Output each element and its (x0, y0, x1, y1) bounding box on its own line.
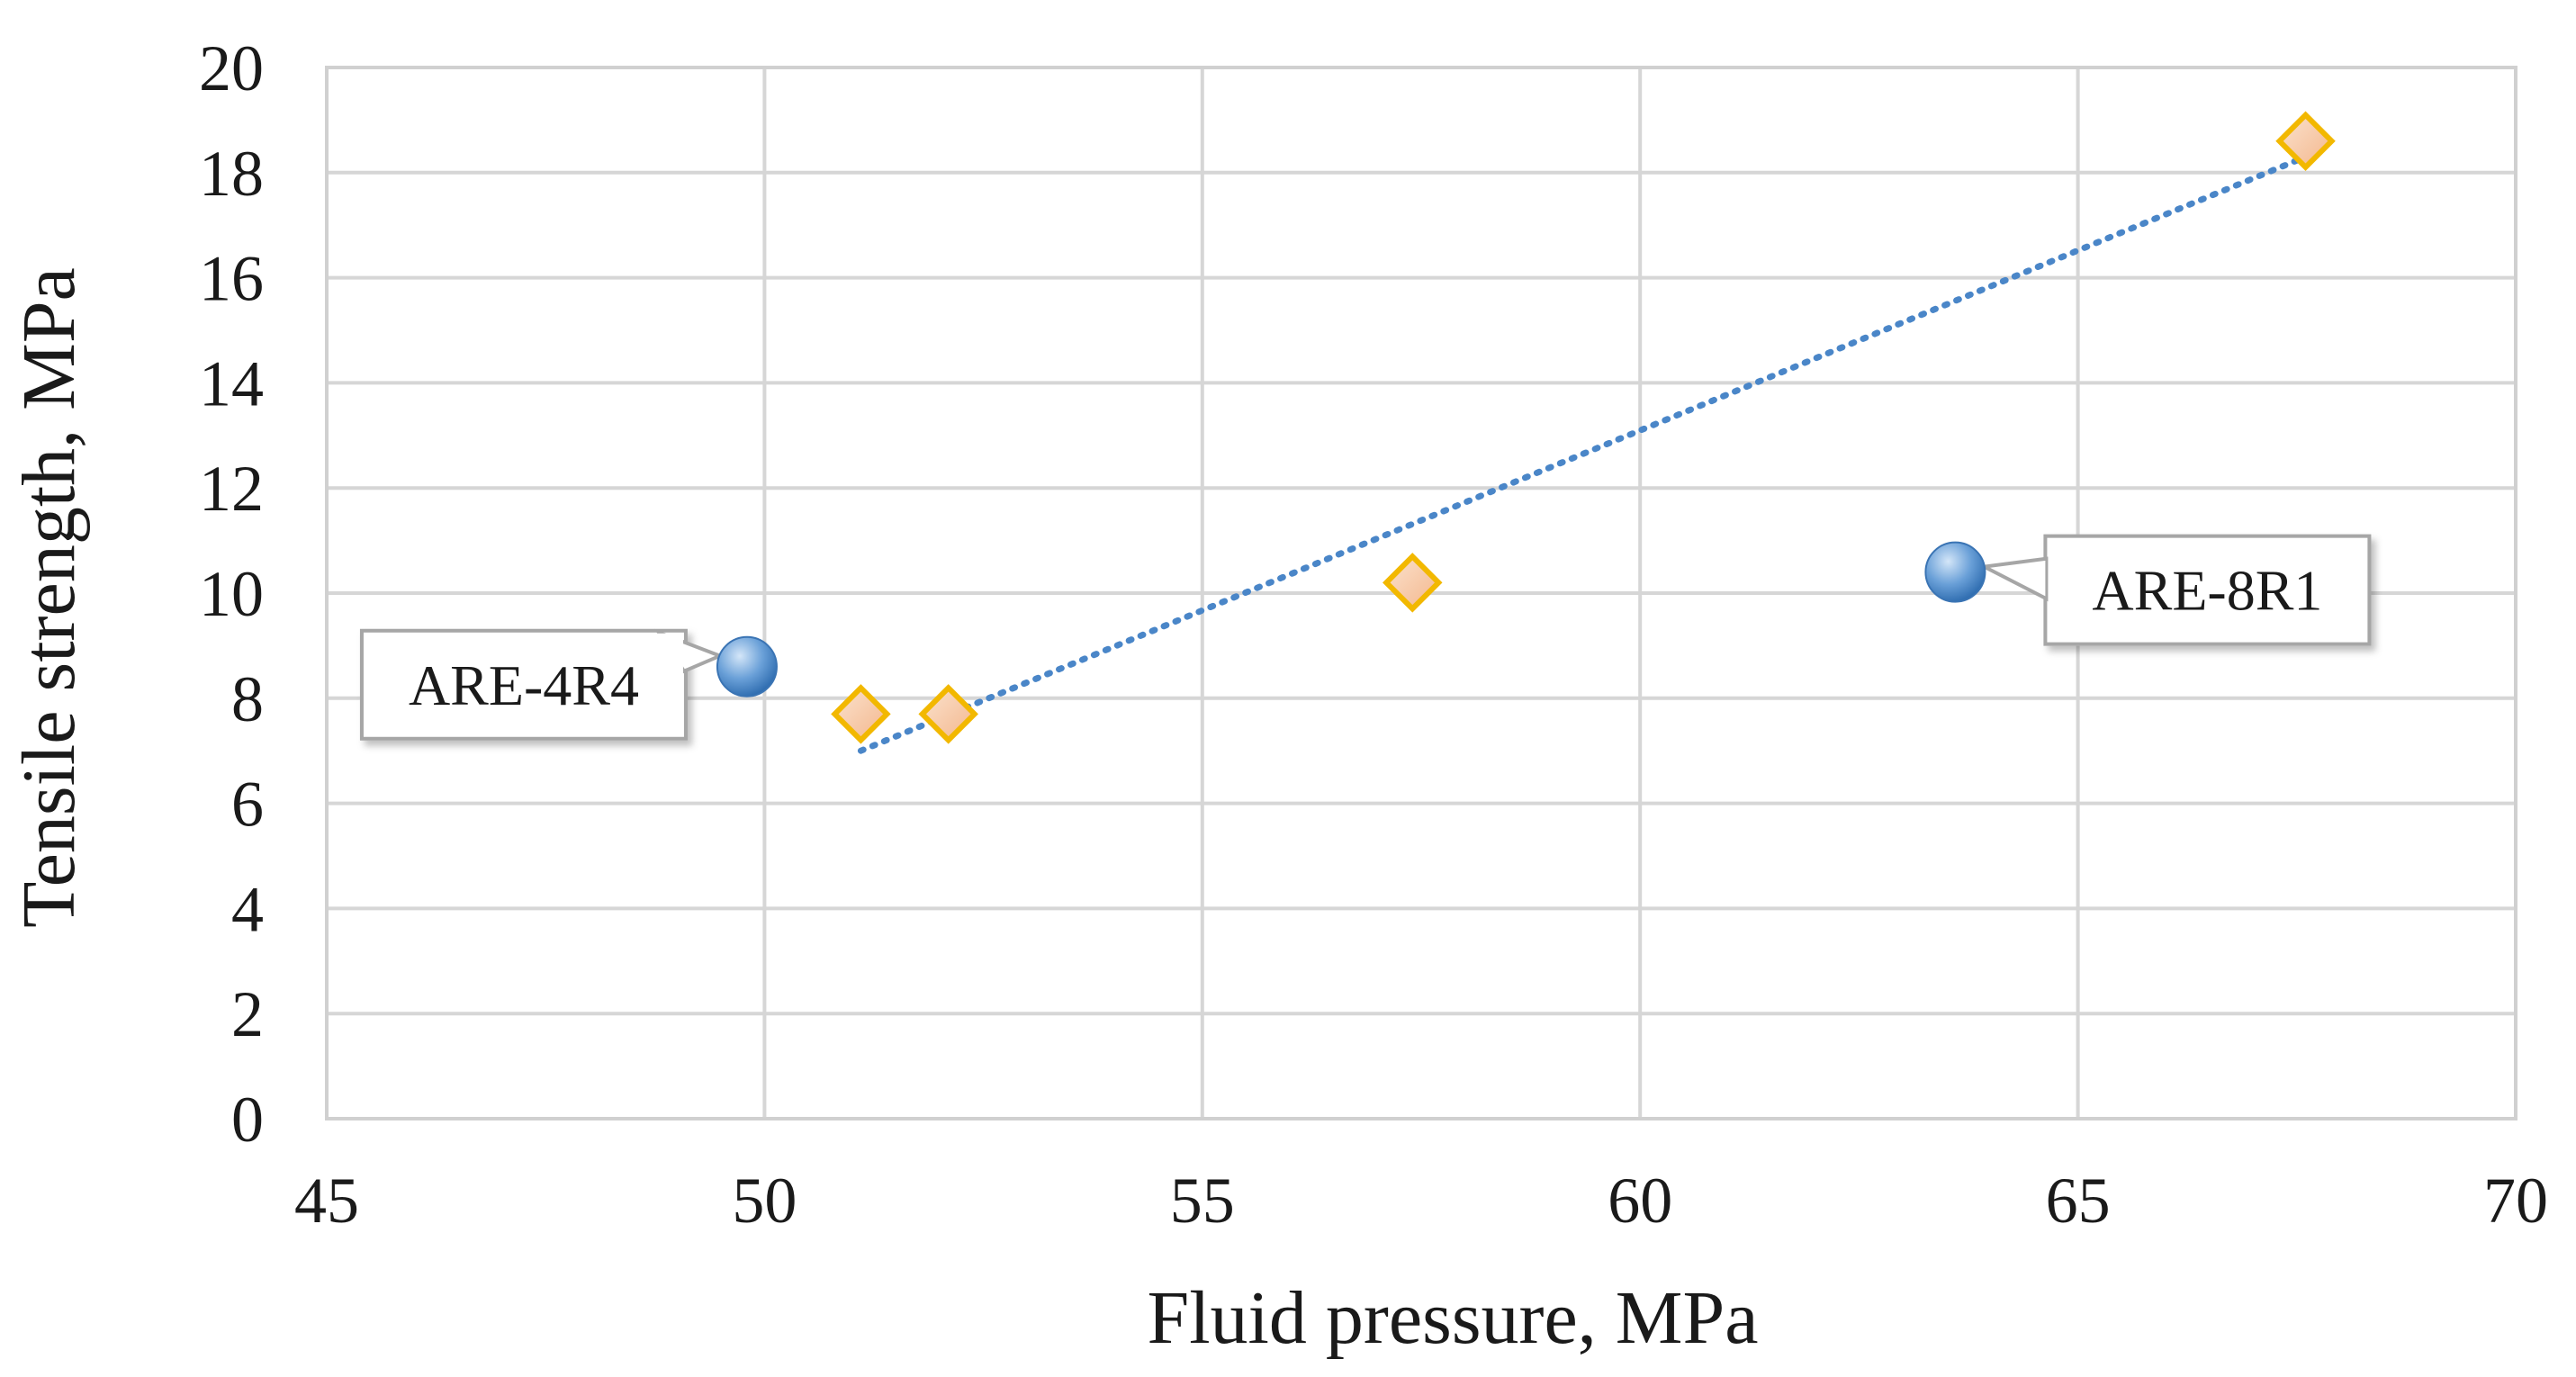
x-tick-label: 55 (1170, 1165, 1235, 1237)
y-tick-label: 14 (199, 347, 264, 419)
data-point-circle (716, 635, 778, 698)
data-markers (716, 111, 2336, 744)
x-tick-label: 70 (2483, 1165, 2548, 1237)
y-tick-label: 10 (199, 558, 264, 630)
data-callouts: ARE-4R4 ARE-8R1 (359, 534, 2372, 741)
callout-label: ARE-8R1 (2092, 559, 2322, 623)
data-point-diamond (1383, 553, 1443, 613)
data-point-diamond (918, 684, 978, 744)
y-tick-label: 0 (231, 1084, 264, 1156)
trendline (857, 153, 2310, 754)
callout-box-inner (364, 633, 683, 736)
callout-pointer (1977, 556, 2049, 602)
y-tick-label: 4 (231, 873, 264, 945)
y-tick-label: 8 (231, 663, 264, 735)
x-axis-title: Fluid pressure, MPa (1148, 1276, 1759, 1360)
y-tick-label: 18 (199, 138, 264, 210)
x-tick-label: 65 (2046, 1165, 2111, 1237)
x-tick-label: 60 (1608, 1165, 1672, 1237)
callout-label: ARE-4R4 (409, 653, 639, 717)
y-tick-label: 2 (231, 978, 264, 1050)
y-axis-title: Tensile strength, MPa (7, 267, 91, 928)
x-axis-tick-labels: 45 50 55 60 65 70 (294, 1165, 2548, 1237)
x-tick-label: 50 (732, 1165, 797, 1237)
y-tick-label: 16 (199, 243, 264, 315)
plot-area (325, 66, 2517, 1120)
y-tick-label: 12 (199, 453, 264, 525)
y-tick-label: 6 (231, 769, 264, 841)
data-point-diamond (831, 684, 891, 744)
data-point-diamond (2275, 111, 2336, 172)
y-axis-tick-labels: 0 2 4 6 8 10 12 14 16 18 20 (199, 32, 264, 1156)
y-tick-label: 20 (199, 32, 264, 104)
x-tick-label: 45 (294, 1165, 359, 1237)
data-point-circle (1924, 541, 1986, 603)
callout-box-inner (2048, 538, 2367, 642)
